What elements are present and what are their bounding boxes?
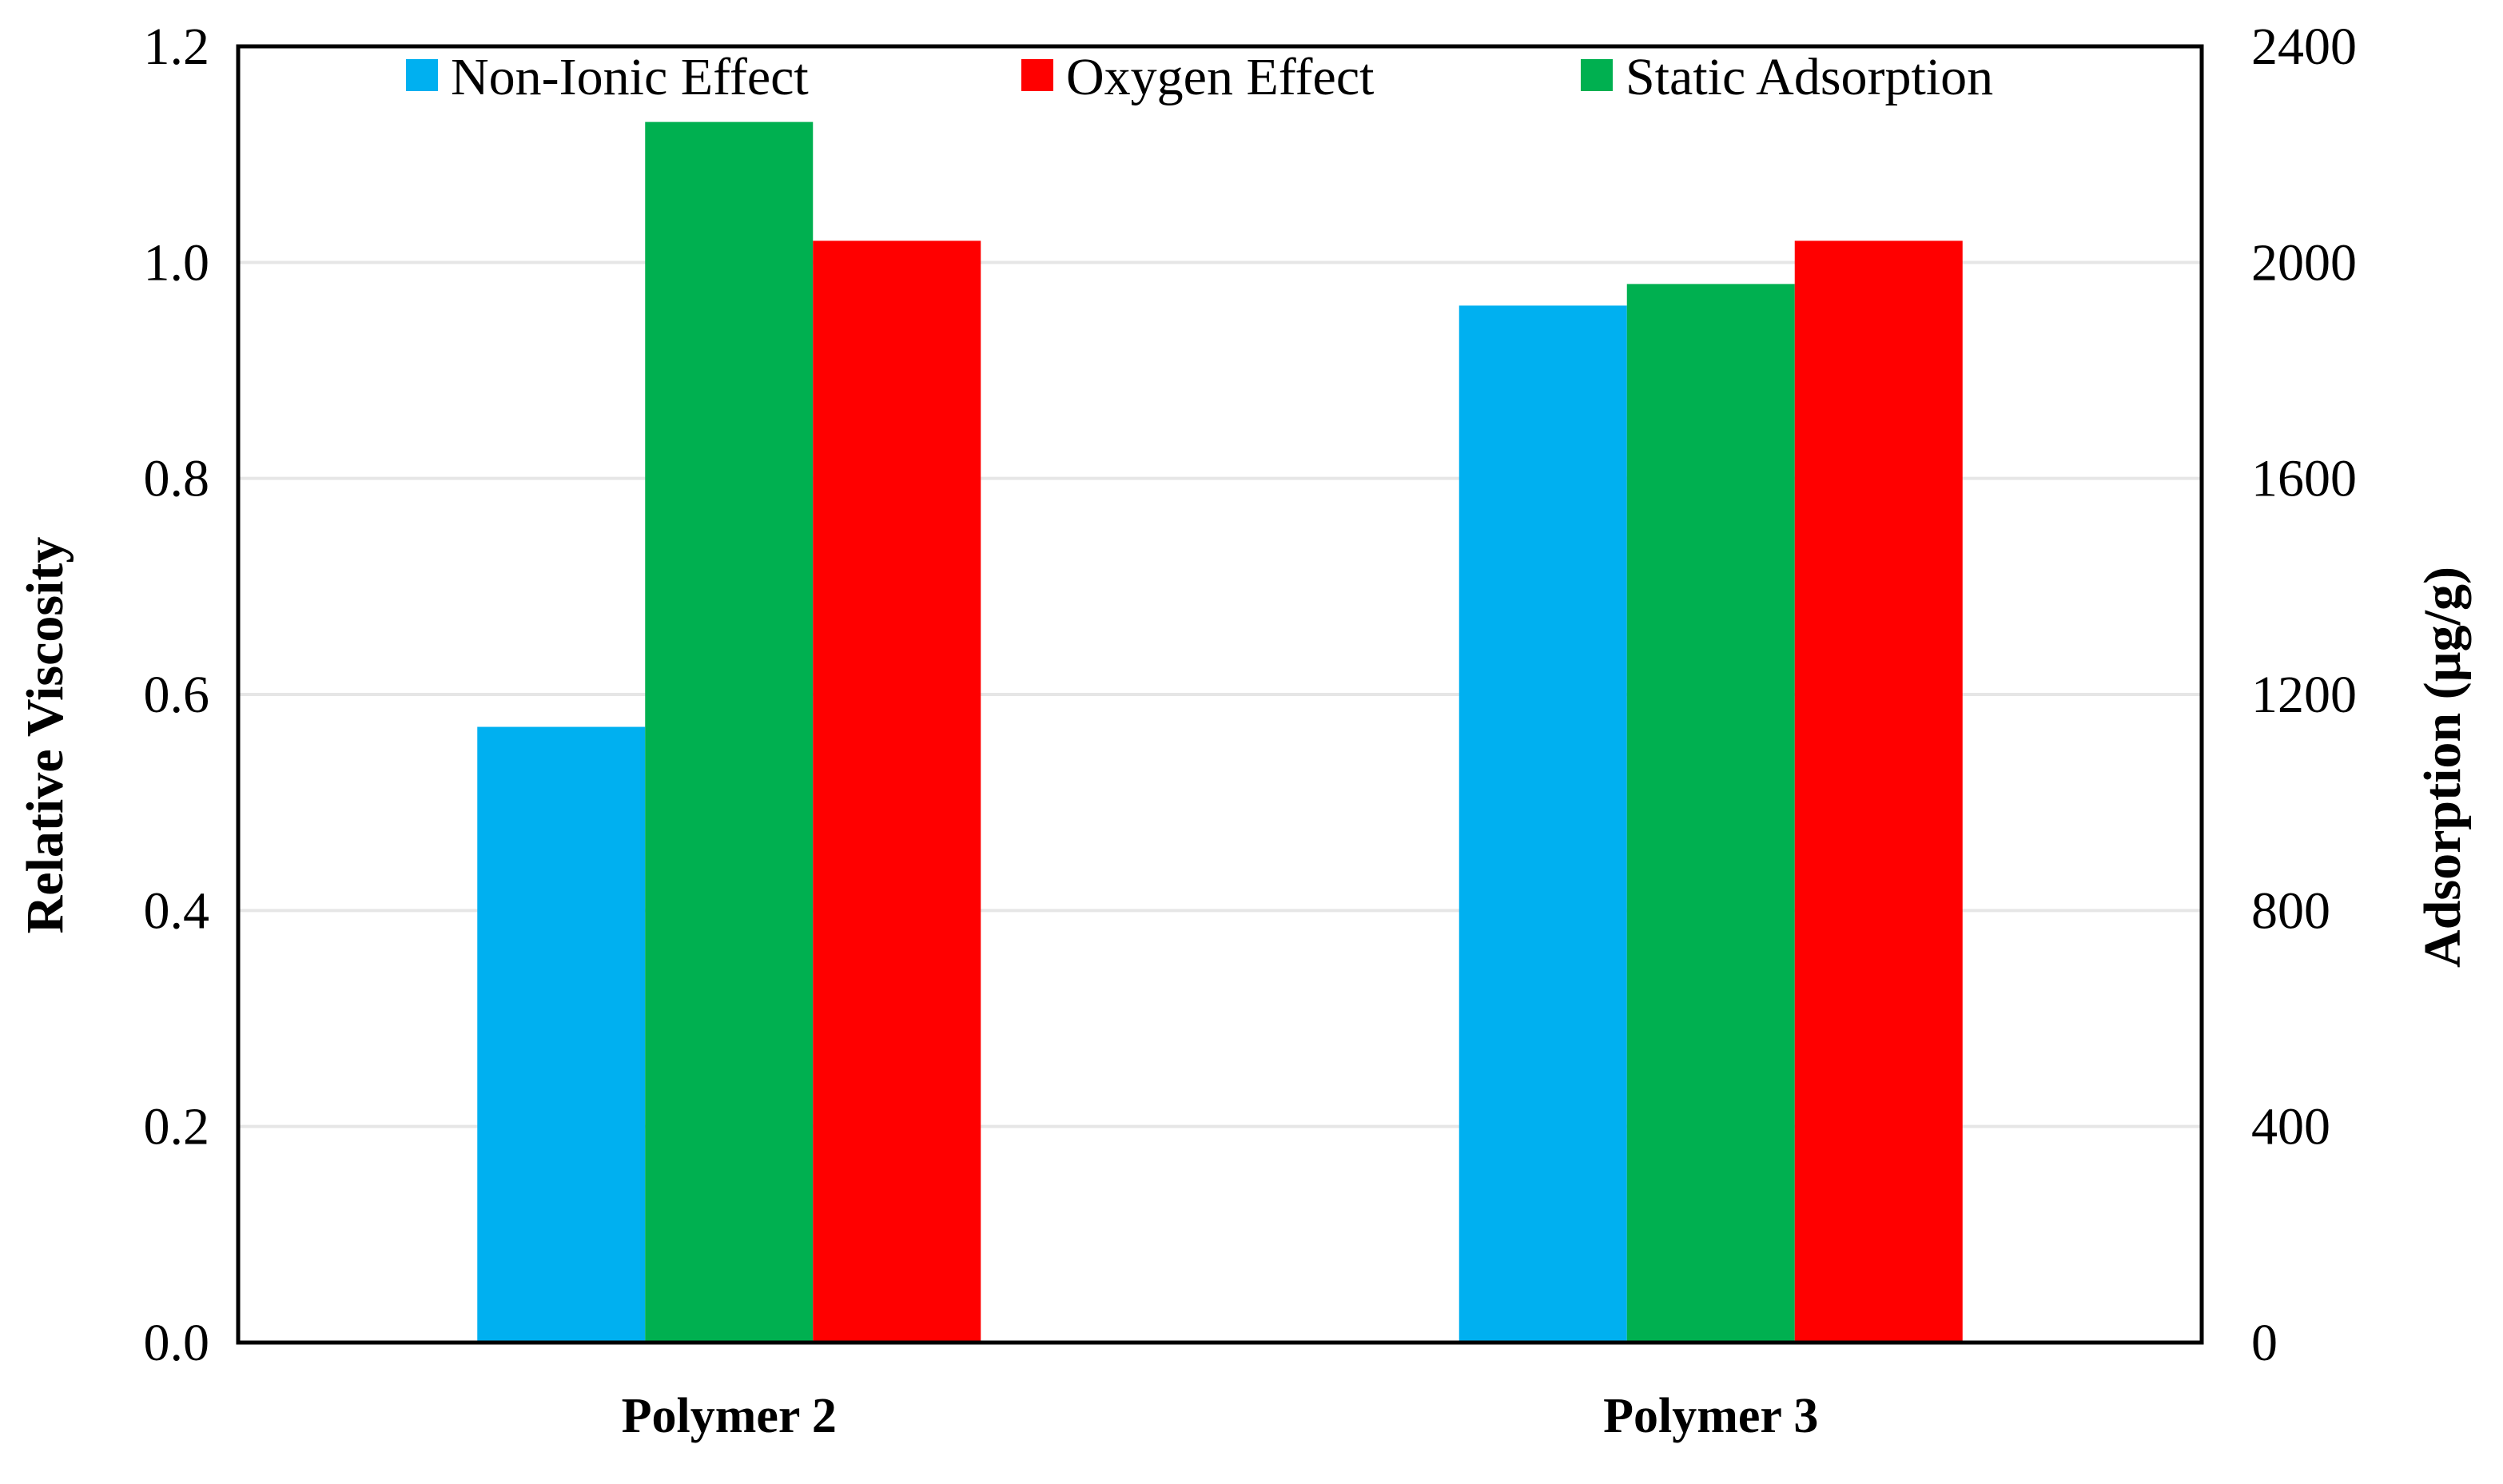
legend-swatch [1581, 59, 1613, 91]
bars [477, 121, 1963, 1343]
bar-static-adsorption-polymer-2 [645, 121, 814, 1343]
bar-static-adsorption-polymer-3 [1626, 284, 1795, 1343]
category-labels: Polymer 2 Polymer 3 [622, 1389, 1819, 1443]
legend-label: Oxygen Effect [1066, 48, 1374, 106]
left-tick-label: 1.2 [144, 18, 210, 76]
right-tick-label: 400 [2251, 1098, 2330, 1156]
right-tick-label: 0 [2251, 1314, 2278, 1372]
right-tick-label: 800 [2251, 881, 2330, 940]
right-tick-label: 2000 [2251, 233, 2357, 292]
right-tick-label: 1200 [2251, 666, 2357, 724]
legend-label: Non-Ionic Effect [451, 48, 809, 106]
left-tick-label: 0.2 [144, 1098, 210, 1156]
bar-oxygen-effect-polymer-2 [813, 241, 981, 1343]
left-tick-label: 0.4 [144, 881, 210, 940]
right-axis-title: Adsorption (µg/g) [2413, 567, 2472, 968]
left-tick-label: 0.0 [144, 1314, 210, 1372]
left-tick-label: 1.0 [144, 233, 210, 292]
right-tick-label: 1600 [2251, 450, 2357, 508]
legend-swatch [1021, 59, 1053, 91]
legend-label: Static Adsorption [1626, 48, 1993, 106]
left-tick-label: 0.8 [144, 450, 210, 508]
right-axis-ticks: 0 400 800 1200 1600 2000 2400 [2251, 18, 2357, 1372]
legend-swatch [406, 59, 438, 91]
bar-oxygen-effect-polymer-3 [1794, 241, 1963, 1343]
left-axis-title: Relative Viscosity [16, 537, 74, 934]
bar-non-ionic-effect-polymer-2 [477, 726, 646, 1343]
left-axis-ticks: 0.0 0.2 0.4 0.6 0.8 1.0 1.2 [144, 18, 210, 1372]
left-tick-label: 0.6 [144, 666, 210, 724]
bar-non-ionic-effect-polymer-3 [1458, 305, 1627, 1343]
right-tick-label: 2400 [2251, 18, 2357, 76]
legend: Non-Ionic Effect Oxygen Effect Static Adso… [406, 48, 1993, 106]
category-label: Polymer 2 [622, 1389, 837, 1443]
category-label: Polymer 3 [1603, 1389, 1818, 1443]
plot-frame [236, 44, 2204, 1345]
